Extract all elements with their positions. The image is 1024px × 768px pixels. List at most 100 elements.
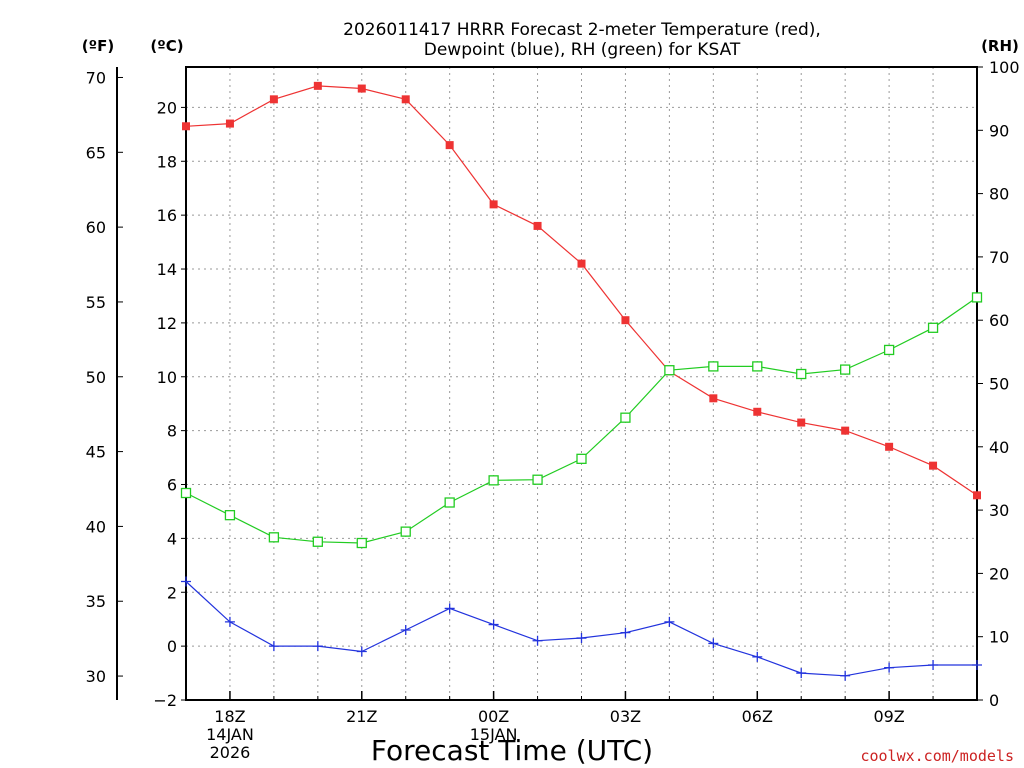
celsius-unit-label: (ºC)	[150, 37, 183, 55]
dewpoint-point	[488, 619, 499, 630]
rh-point	[180, 487, 192, 499]
dewpoint-point	[884, 662, 895, 673]
temperature-point	[841, 426, 850, 435]
rh-tick-label: 60	[989, 311, 1009, 330]
celsius-tick-label: −2	[153, 691, 177, 710]
rh-tick-label: 10	[989, 628, 1009, 647]
dewpoint-point	[532, 635, 543, 646]
rh-unit-label: (RH)	[981, 37, 1019, 55]
temperature-point	[533, 221, 542, 230]
series-layer	[180, 81, 983, 681]
dewpoint-point	[268, 641, 279, 652]
rh-point	[312, 536, 323, 547]
rh-tick-label: 50	[989, 375, 1009, 394]
fahrenheit-tick-label: 50	[86, 368, 106, 387]
fahrenheit-tick-label: 30	[86, 667, 106, 686]
rh-tick-label: 20	[989, 564, 1009, 583]
temperature-point	[885, 442, 894, 451]
dewpoint-point	[444, 603, 455, 614]
dewpoint-point	[576, 633, 587, 644]
celsius-tick-label: 6	[167, 476, 177, 495]
dewpoint-point	[752, 651, 763, 662]
rh-point	[796, 368, 807, 380]
x-tick-label: 14JAN	[206, 725, 254, 744]
celsius-tick-label: 14	[157, 260, 177, 279]
x-axis-title: Forecast Time (UTC)	[371, 734, 653, 767]
plot-frame	[185, 66, 978, 701]
dewpoint-point	[312, 641, 323, 652]
rh-point	[664, 365, 675, 376]
rh-tick-label: 80	[989, 185, 1009, 204]
rh-point	[971, 292, 983, 303]
temperature-point	[973, 491, 981, 500]
celsius-tick-label: 18	[157, 152, 177, 171]
celsius-tick-label: 4	[167, 529, 177, 548]
dewpoint-point	[224, 616, 235, 627]
rh-tick-label: 90	[989, 121, 1009, 140]
temperature-point	[621, 316, 630, 325]
dewpoint-point	[356, 646, 367, 657]
x-tick-label: 00Z	[478, 707, 509, 726]
rh-tick-label: 0	[989, 691, 999, 710]
rh-point	[708, 361, 719, 372]
temperature-point	[357, 84, 366, 93]
x-tick-label: 18Z	[214, 707, 245, 726]
temperature-point	[577, 259, 586, 268]
fahrenheit-tick-label: 40	[86, 517, 106, 536]
dewpoint-point	[664, 616, 675, 627]
dewpoint-point	[840, 670, 851, 681]
celsius-tick-label: 20	[157, 98, 177, 117]
credit-text: coolwx.com/models	[860, 747, 1014, 765]
chart-title-line1: 2026011417 HRRR Forecast 2-meter Tempera…	[343, 20, 821, 40]
rh-point	[752, 361, 763, 372]
fahrenheit-tick-label: 60	[86, 218, 106, 237]
temperature-point	[401, 95, 410, 104]
x-tick-label: 2026	[210, 743, 251, 762]
dewpoint-point	[620, 627, 631, 638]
celsius-tick-label: 0	[167, 637, 177, 656]
celsius-tick-label: 16	[157, 206, 177, 225]
rh-point	[488, 475, 499, 486]
axes: −2 0 2 4 6 8 10 12 14 16 18 20 30 35 40 45 50 55 60 65 70 0 10…	[86, 58, 1020, 762]
x-tick-label: 09Z	[873, 707, 904, 726]
rh-tick-label: 100	[989, 58, 1020, 77]
temperature-point	[225, 119, 234, 128]
celsius-tick-label: 2	[167, 583, 177, 602]
rh-point	[576, 453, 587, 464]
temperature-point	[182, 122, 190, 131]
rh-point	[620, 412, 631, 423]
rh-point	[927, 322, 939, 333]
rh-point	[532, 474, 543, 485]
rh-point	[883, 344, 895, 356]
rh-point	[840, 364, 851, 375]
dewpoint-point	[796, 668, 807, 679]
temperature-point	[929, 461, 938, 470]
fahrenheit-tick-label: 55	[86, 293, 106, 312]
temperature-point	[753, 407, 762, 416]
celsius-tick-label: 12	[157, 314, 177, 333]
rh-point	[268, 532, 280, 543]
celsius-tick-label: 8	[167, 422, 177, 441]
celsius-tick-label: 10	[157, 368, 177, 387]
dewpoint-point	[972, 659, 982, 670]
grid	[186, 67, 977, 700]
temperature-point	[313, 81, 322, 90]
rh-point	[356, 537, 367, 549]
rh-tick-label: 30	[989, 501, 1009, 520]
temperature-point	[797, 418, 806, 427]
chart-title-line2: Dewpoint (blue), RH (green) for KSAT	[424, 40, 741, 60]
temperature-point	[269, 95, 278, 104]
rh-point	[224, 510, 236, 521]
fahrenheit-tick-label: 35	[86, 592, 106, 611]
x-tick-label: 06Z	[742, 707, 773, 726]
x-tick-label: 15JAN	[470, 725, 518, 744]
temperature-point	[709, 394, 718, 403]
temperature-point	[445, 141, 454, 150]
dewpoint-point	[708, 638, 719, 649]
dewpoint-point	[400, 624, 411, 635]
dewpoint-point	[928, 659, 939, 670]
rh-tick-label: 70	[989, 248, 1009, 267]
fahrenheit-tick-label: 45	[86, 443, 106, 462]
fahrenheit-tick-label: 65	[86, 143, 106, 162]
